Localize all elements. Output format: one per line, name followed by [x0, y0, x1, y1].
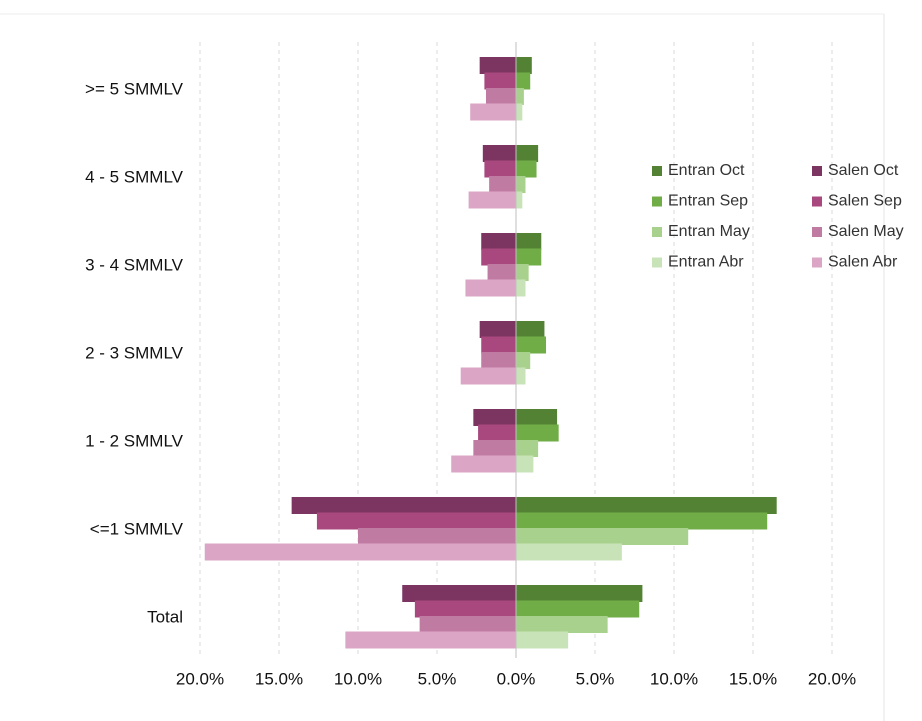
bar [484, 72, 516, 90]
bar [479, 57, 516, 74]
bar [516, 600, 640, 618]
bar [414, 600, 516, 618]
legend-label: Salen Abr [828, 254, 898, 271]
x-tick-label: 15.0% [255, 669, 303, 688]
bar [516, 145, 539, 162]
bar [487, 264, 516, 281]
bar [516, 279, 526, 297]
bar [516, 424, 559, 442]
bar [516, 543, 622, 561]
legend-swatch [812, 257, 822, 268]
bar [516, 352, 531, 369]
bar [465, 279, 516, 297]
bar [204, 543, 517, 561]
bar [516, 585, 643, 602]
bar [419, 616, 516, 633]
legend-swatch [652, 227, 662, 237]
bar [516, 176, 526, 193]
bar [481, 248, 516, 266]
legend-swatch [812, 227, 822, 237]
category-label: 2 - 3 SMMLV [85, 343, 184, 362]
category-label: >= 5 SMMLV [85, 79, 184, 98]
legend-swatch [652, 196, 662, 207]
x-tick-label: 0.0% [497, 669, 536, 688]
bar [516, 321, 545, 338]
x-tick-label: 5.0% [576, 669, 615, 688]
bar [489, 176, 516, 193]
bar [358, 528, 516, 545]
bar [516, 616, 608, 633]
bar [516, 455, 534, 473]
bar [516, 497, 777, 514]
legend-label: Entran Abr [668, 254, 744, 271]
bar [516, 72, 531, 90]
bar [516, 264, 529, 281]
category-label: 4 - 5 SMMLV [85, 167, 184, 186]
bar [516, 57, 532, 74]
legend-label: Salen May [828, 223, 904, 240]
x-tick-label: 20.0% [808, 669, 856, 688]
bar [516, 440, 539, 457]
bar [484, 160, 516, 178]
legend-swatch [652, 166, 662, 176]
bar [516, 248, 542, 266]
bar [516, 528, 689, 545]
x-tick-label: 15.0% [729, 669, 777, 688]
bar [516, 191, 523, 209]
bar [479, 321, 516, 338]
bar [516, 233, 542, 250]
bar [516, 336, 547, 354]
bar [473, 409, 516, 426]
legend-swatch [812, 166, 822, 176]
bar [482, 145, 516, 162]
bar [516, 512, 768, 530]
bar [473, 440, 516, 457]
bar [516, 631, 569, 649]
bar [291, 497, 516, 514]
x-tick-label: 20.0% [176, 669, 224, 688]
legend-swatch [652, 257, 662, 268]
x-tick-label: 5.0% [418, 669, 457, 688]
bar [460, 367, 516, 385]
bar [485, 88, 516, 105]
bar [516, 160, 537, 178]
bar [481, 336, 516, 354]
bar [468, 191, 516, 209]
legend-label: Salen Sep [828, 193, 902, 210]
legend-label: Entran May [668, 223, 750, 240]
category-label: <=1 SMMLV [90, 519, 184, 538]
legend-swatch [812, 196, 822, 207]
bar [516, 103, 523, 121]
bar [481, 233, 516, 250]
bar [481, 352, 516, 369]
category-label: Total [147, 607, 183, 626]
x-tick-label: 10.0% [650, 669, 698, 688]
legend-label: Salen Oct [828, 162, 899, 179]
bar [470, 103, 516, 121]
category-label: 3 - 4 SMMLV [85, 255, 184, 274]
bar [516, 409, 558, 426]
legend-label: Entran Oct [668, 162, 745, 179]
bar [478, 424, 516, 442]
x-tick-label: 10.0% [334, 669, 382, 688]
bar [316, 512, 516, 530]
legend-label: Entran Sep [668, 193, 748, 210]
bar [516, 88, 524, 105]
bar [402, 585, 516, 602]
bar [451, 455, 516, 473]
category-label: 1 - 2 SMMLV [85, 431, 184, 450]
bar [345, 631, 516, 649]
bar [516, 367, 526, 385]
